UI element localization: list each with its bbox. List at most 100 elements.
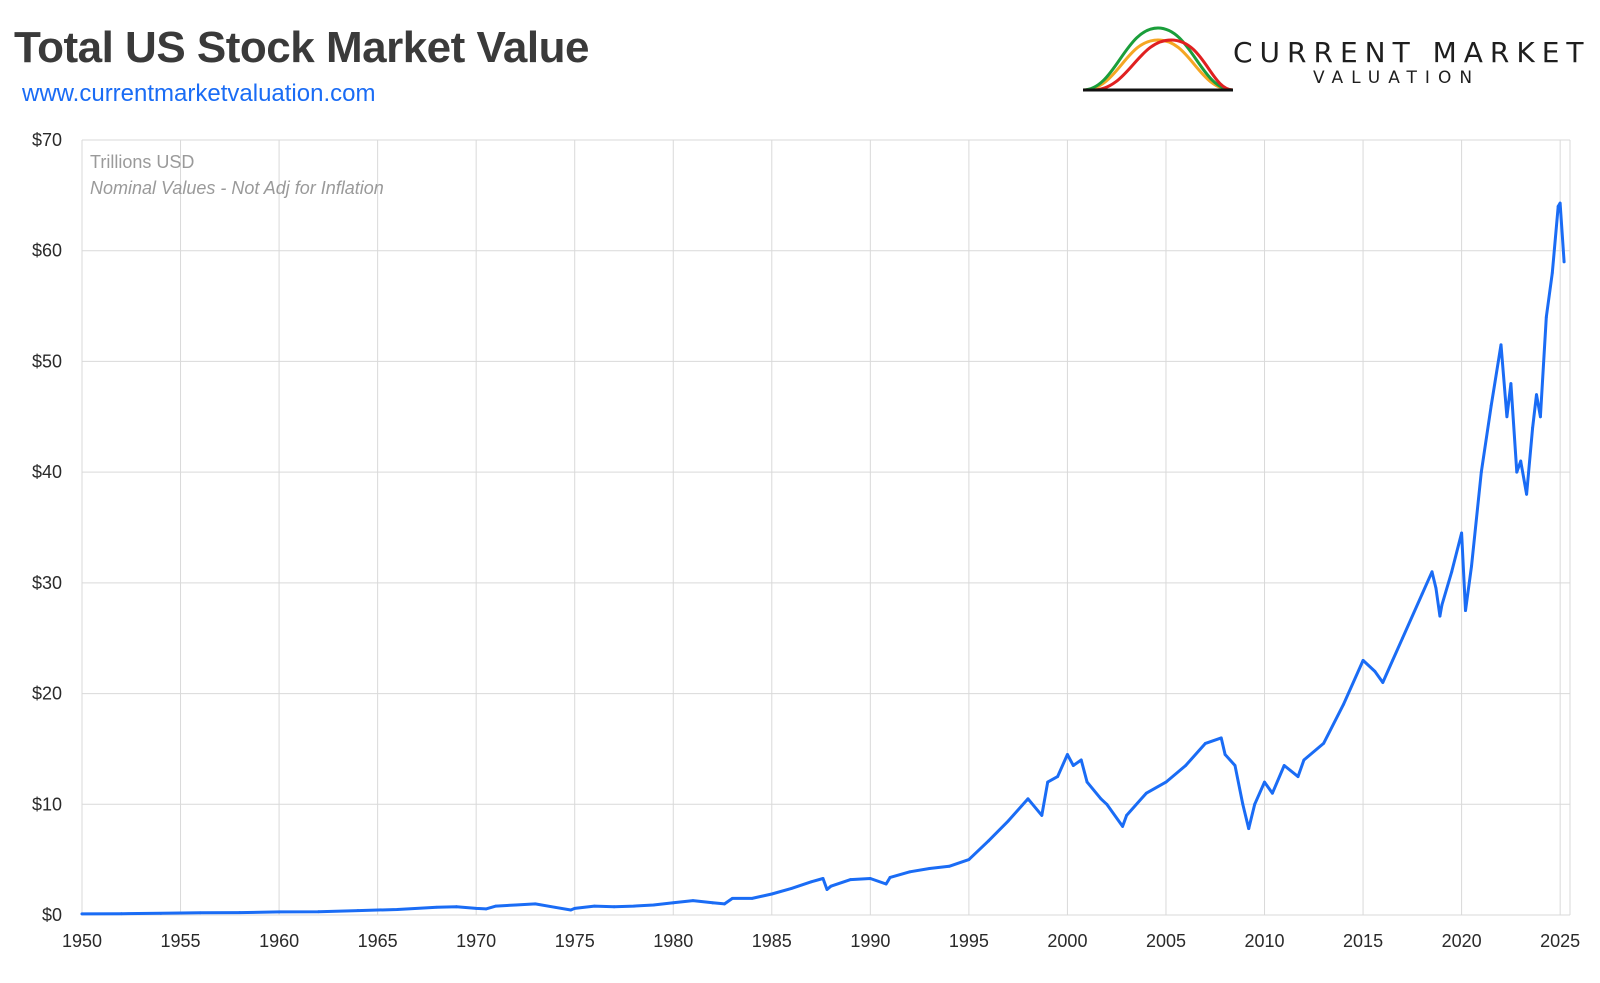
bell-curves-logo-icon xyxy=(1083,26,1233,92)
data-point xyxy=(691,899,695,903)
data-point xyxy=(1302,758,1306,762)
data-point xyxy=(1071,764,1075,767)
data-point xyxy=(671,901,675,905)
data-point xyxy=(1164,780,1168,784)
data-point xyxy=(1125,813,1128,817)
data-point xyxy=(884,882,888,886)
data-point xyxy=(159,911,163,915)
data-point xyxy=(1105,802,1109,806)
data-point xyxy=(770,892,774,896)
data-point xyxy=(1499,343,1503,347)
data-point xyxy=(947,864,951,868)
data-point xyxy=(1479,470,1483,474)
data-point xyxy=(632,904,636,908)
data-point xyxy=(1525,492,1529,496)
data-point xyxy=(1381,681,1385,684)
x-tick-label: 2015 xyxy=(1343,931,1383,951)
x-tick-label: 1990 xyxy=(850,931,890,951)
data-point xyxy=(120,912,123,916)
data-point xyxy=(1322,741,1326,745)
data-point xyxy=(1085,780,1089,784)
y-tick-label: $0 xyxy=(42,905,62,925)
data-point xyxy=(1282,764,1286,767)
x-tick-label: 2020 xyxy=(1442,931,1482,951)
data-point xyxy=(569,908,573,912)
data-point xyxy=(238,911,242,914)
data-point xyxy=(711,901,715,905)
data-point xyxy=(1438,614,1442,618)
data-point xyxy=(1450,570,1454,574)
data-point xyxy=(277,910,281,914)
data-point xyxy=(573,906,577,910)
y-tick-label: $60 xyxy=(32,241,62,261)
x-tick-label: 1975 xyxy=(555,931,595,951)
data-point xyxy=(1401,636,1404,640)
data-point xyxy=(730,896,734,900)
data-point xyxy=(928,867,931,870)
data-point xyxy=(723,902,726,906)
data-point xyxy=(1066,753,1069,756)
data-point xyxy=(1519,459,1523,463)
data-point xyxy=(908,870,912,874)
data-point xyxy=(533,902,537,906)
data-point xyxy=(1121,825,1125,828)
data-point xyxy=(1233,764,1237,767)
data-point xyxy=(1056,775,1059,779)
data-point xyxy=(1420,592,1424,596)
data-point xyxy=(1203,741,1207,745)
y-tick-label: $70 xyxy=(32,130,62,150)
data-point xyxy=(1006,819,1010,823)
data-point xyxy=(1550,271,1554,275)
data-point xyxy=(198,911,202,915)
x-tick-label: 1955 xyxy=(161,931,201,951)
data-point xyxy=(987,839,990,843)
data-point xyxy=(1391,658,1395,662)
brand-logo: CURRENT MARKET VALUATION xyxy=(1083,24,1584,104)
x-tick-label: 1980 xyxy=(653,931,693,951)
data-point xyxy=(1253,802,1257,806)
x-tick-label: 1965 xyxy=(358,931,398,951)
data-point xyxy=(1247,827,1251,831)
data-point xyxy=(484,907,488,911)
data-point xyxy=(1361,658,1365,662)
data-point xyxy=(868,877,872,880)
data-point xyxy=(1440,603,1444,607)
website-link[interactable]: www.currentmarketvaluation.com xyxy=(22,80,376,107)
x-tick-label: 2010 xyxy=(1244,931,1284,951)
data-point xyxy=(1509,382,1513,385)
data-point xyxy=(474,906,478,910)
x-tick-label: 1960 xyxy=(259,931,299,951)
data-point xyxy=(1430,570,1434,574)
logo-curve-orange xyxy=(1083,38,1233,92)
x-tick-label: 1950 xyxy=(62,931,102,951)
data-point xyxy=(1040,813,1044,817)
x-tick-label: 1995 xyxy=(949,931,989,951)
data-point xyxy=(888,875,892,879)
data-point xyxy=(1241,802,1245,806)
data-point xyxy=(1531,426,1534,430)
data-point xyxy=(435,905,439,909)
grid-layer xyxy=(81,139,1571,916)
data-point xyxy=(825,888,829,891)
data-point xyxy=(1562,260,1566,264)
data-point xyxy=(1296,775,1300,779)
data-point xyxy=(1079,758,1083,762)
data-point xyxy=(652,903,655,907)
data-point xyxy=(1026,797,1030,801)
data-point xyxy=(1460,531,1464,535)
data-point xyxy=(80,912,84,916)
series-line xyxy=(80,201,1566,916)
brand-name-line2: VALUATION xyxy=(1313,68,1481,88)
y-tick-label: $30 xyxy=(32,573,62,593)
data-point xyxy=(1373,670,1377,673)
data-point xyxy=(356,909,360,912)
y-tick-label: $40 xyxy=(32,462,62,482)
data-point xyxy=(1219,736,1223,740)
data-point xyxy=(1184,764,1188,767)
data-point xyxy=(1515,470,1519,474)
data-point xyxy=(1464,609,1467,612)
data-point xyxy=(1556,205,1560,208)
data-point xyxy=(1505,415,1509,419)
data-point xyxy=(1341,703,1345,707)
